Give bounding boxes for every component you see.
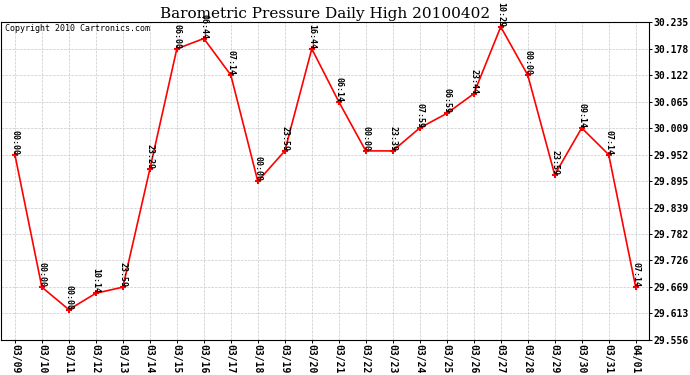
Text: Copyright 2010 Cartronics.com: Copyright 2010 Cartronics.com <box>5 24 150 33</box>
Text: 06:59: 06:59 <box>442 88 451 114</box>
Text: 00:00: 00:00 <box>523 50 532 75</box>
Text: 07:14: 07:14 <box>604 130 613 154</box>
Text: 06:44: 06:44 <box>199 13 208 39</box>
Text: 23:59: 23:59 <box>119 262 128 287</box>
Text: 16:44: 16:44 <box>307 24 316 49</box>
Text: 10:14: 10:14 <box>91 268 100 293</box>
Title: Barometric Pressure Daily High 20100402: Barometric Pressure Daily High 20100402 <box>160 7 491 21</box>
Text: 23:59: 23:59 <box>550 150 559 175</box>
Text: 23:59: 23:59 <box>280 126 289 151</box>
Text: 00:00: 00:00 <box>37 262 46 287</box>
Text: 07:14: 07:14 <box>226 50 235 75</box>
Text: 07:14: 07:14 <box>631 262 640 287</box>
Text: 23:29: 23:29 <box>146 144 155 169</box>
Text: 06:14: 06:14 <box>334 77 344 102</box>
Text: 00:00: 00:00 <box>10 130 19 154</box>
Text: 00:00: 00:00 <box>64 285 73 310</box>
Text: 23:44: 23:44 <box>469 69 478 94</box>
Text: 06:00: 06:00 <box>172 24 181 49</box>
Text: 07:59: 07:59 <box>415 103 424 128</box>
Text: 00:00: 00:00 <box>253 156 262 182</box>
Text: 00:00: 00:00 <box>362 126 371 151</box>
Text: 23:39: 23:39 <box>388 126 397 151</box>
Text: 09:14: 09:14 <box>578 103 586 128</box>
Text: 10:29: 10:29 <box>496 2 505 27</box>
